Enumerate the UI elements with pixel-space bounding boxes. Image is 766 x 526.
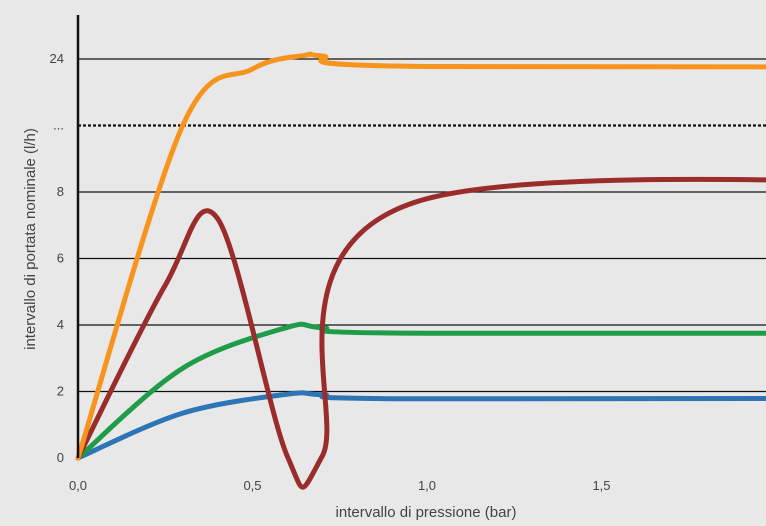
x-tick-label: 1,5: [592, 478, 610, 493]
y-tick-label: 6: [57, 251, 64, 266]
y-axis-title: intervallo di portata nominale (l/h): [22, 128, 39, 350]
y-tick-label: 24: [50, 51, 64, 66]
series-line-3: [75, 176, 766, 490]
y-tick-label: 8: [57, 184, 64, 199]
y-tick-label: 0: [57, 450, 64, 465]
x-tick-label: 0,0: [69, 478, 87, 493]
x-tick-labels: 0,00,51,01,52,02,53,03,54,0: [69, 478, 611, 493]
x-tick-label: 1,0: [418, 478, 436, 493]
series-line-4: [75, 51, 766, 461]
series-layer: [75, 51, 766, 490]
y-tick-label: ...: [53, 118, 64, 133]
gridlines: [78, 58, 766, 393]
x-axis-title: intervallo di pressione (bar): [336, 504, 517, 521]
y-tick-label: 2: [57, 384, 64, 399]
series-line-1: [75, 390, 766, 461]
x-tick-label: 0,5: [243, 478, 261, 493]
y-tick-label: 4: [57, 317, 64, 332]
